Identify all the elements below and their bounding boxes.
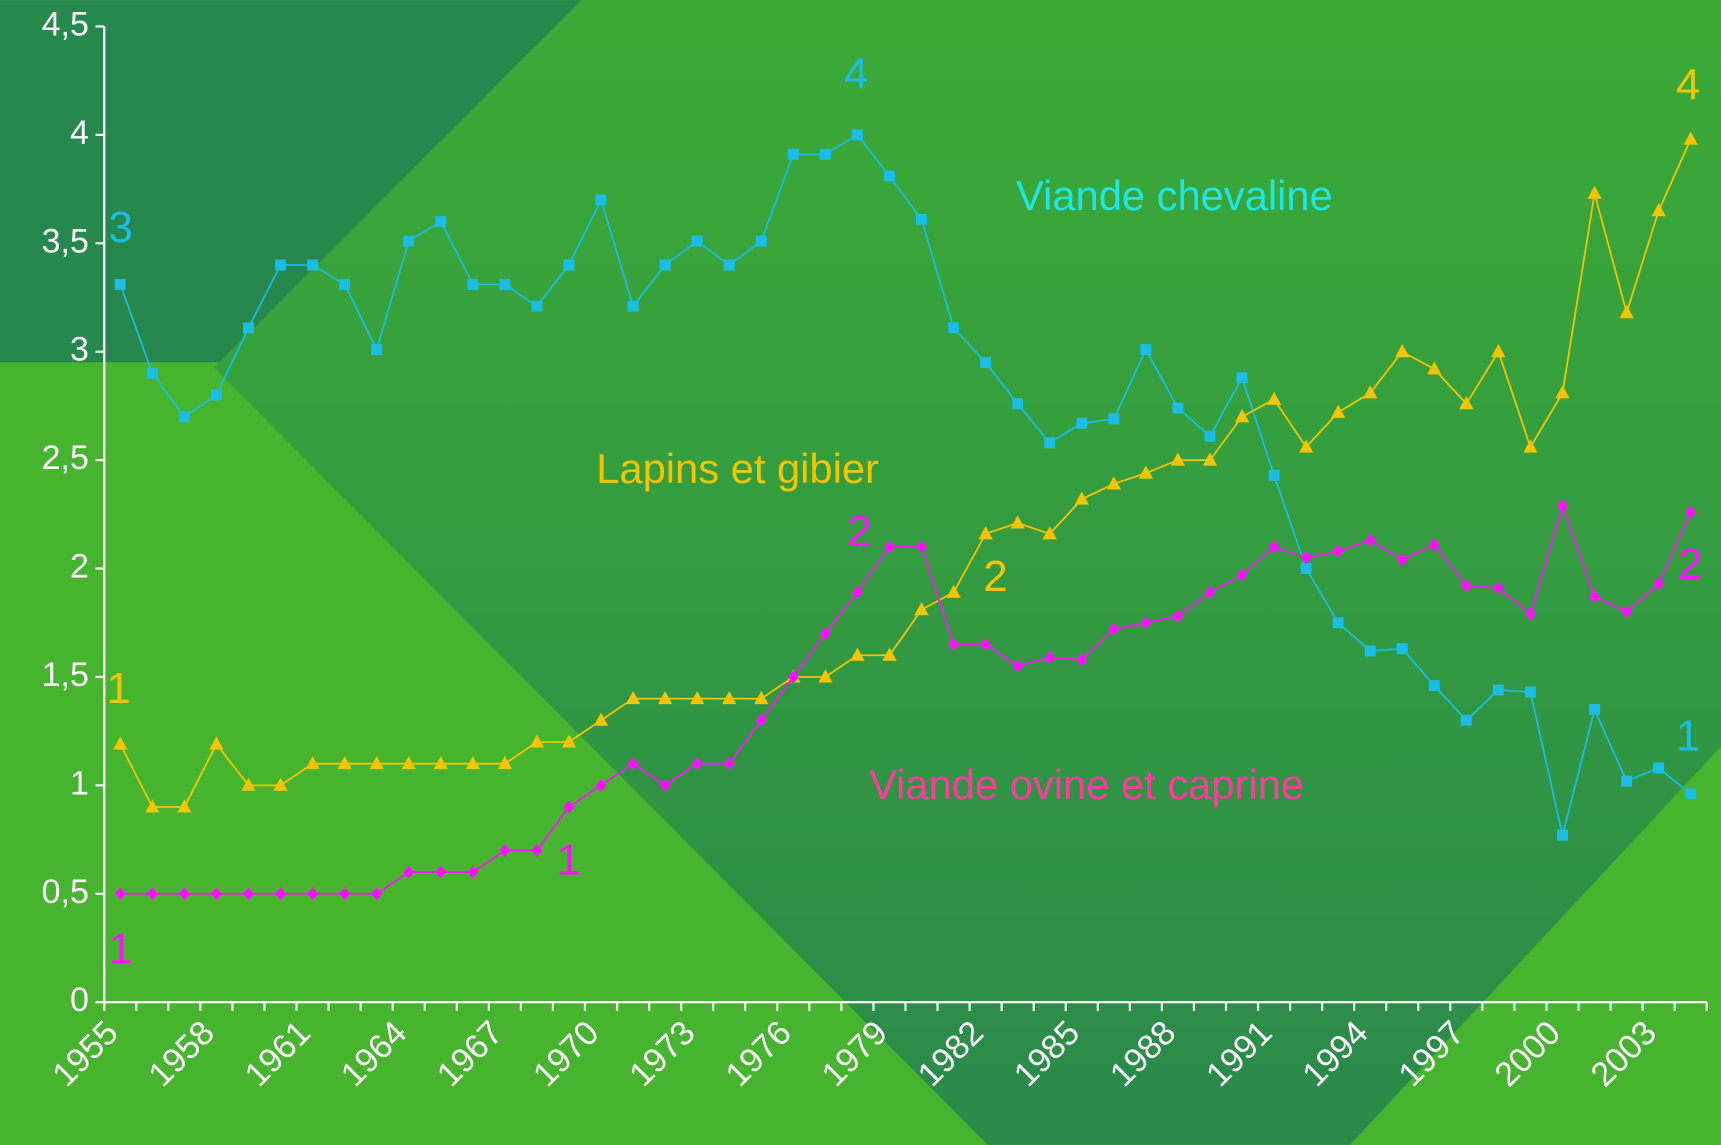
annotation: 1	[109, 924, 133, 973]
annotation: 1	[556, 835, 580, 884]
data-point	[179, 411, 190, 422]
data-point	[1461, 715, 1472, 726]
data-point	[1012, 398, 1023, 409]
data-point	[403, 236, 414, 247]
data-point	[147, 368, 158, 379]
data-point	[1237, 372, 1248, 383]
data-point	[788, 149, 799, 160]
annotation: 1	[106, 664, 130, 713]
y-tick-label: 1,5	[42, 656, 89, 694]
y-tick-label: 1	[70, 764, 89, 802]
data-point	[948, 322, 959, 333]
data-point	[275, 259, 286, 270]
data-point	[596, 194, 607, 205]
data-point	[660, 259, 671, 270]
annotation: 2	[847, 507, 871, 556]
data-point	[1653, 763, 1664, 774]
y-tick-label: 4,5	[42, 5, 89, 43]
data-point	[724, 259, 735, 270]
data-point	[1685, 789, 1696, 800]
data-point	[1333, 617, 1344, 628]
y-tick-label: 0	[70, 981, 89, 1019]
annotation: 2	[1678, 540, 1702, 589]
data-point	[1172, 403, 1183, 414]
y-tick-label: 0,5	[42, 873, 89, 911]
data-point	[371, 344, 382, 355]
data-point	[1493, 684, 1504, 695]
data-point	[1621, 776, 1632, 787]
data-point	[1269, 470, 1280, 481]
data-point	[820, 149, 831, 160]
data-point	[628, 301, 639, 312]
data-point	[756, 236, 767, 247]
page: {"chart_data":{"type":"line", "categorie…	[0, 0, 1721, 1145]
data-point	[916, 214, 927, 225]
data-point	[1589, 704, 1600, 715]
data-point	[1076, 418, 1087, 429]
data-point	[692, 236, 703, 247]
data-point	[499, 279, 510, 290]
data-point	[115, 279, 126, 290]
series-label: Viande ovine et caprine	[869, 761, 1304, 808]
chart: 00,511,522,533,544,519551958196119641967…	[0, 0, 1721, 1145]
data-point	[852, 129, 863, 140]
data-point	[307, 259, 318, 270]
data-point	[1301, 563, 1312, 574]
data-point	[1044, 437, 1055, 448]
data-point	[339, 279, 350, 290]
data-point	[467, 279, 478, 290]
data-point	[1140, 344, 1151, 355]
y-tick-label: 3,5	[42, 222, 89, 260]
data-point	[1365, 645, 1376, 656]
data-point	[531, 301, 542, 312]
data-point	[980, 357, 991, 368]
annotation: 4	[1676, 61, 1700, 110]
data-point	[243, 322, 254, 333]
data-point	[563, 259, 574, 270]
y-tick-label: 3	[70, 331, 89, 369]
annotation: 3	[109, 203, 133, 252]
data-point	[1204, 431, 1215, 442]
y-tick-label: 2	[70, 548, 89, 586]
annotation: 2	[983, 552, 1007, 601]
data-point	[435, 216, 446, 227]
data-point	[1397, 643, 1408, 654]
annotation: 1	[1676, 711, 1700, 760]
data-point	[211, 390, 222, 401]
data-point	[1108, 413, 1119, 424]
series-label: Viande chevaline	[1016, 172, 1333, 219]
data-point	[1429, 680, 1440, 691]
data-point	[1525, 687, 1536, 698]
y-tick-label: 4	[70, 114, 89, 152]
data-point	[1557, 830, 1568, 841]
series-label: Lapins et gibier	[596, 445, 879, 492]
data-point	[884, 171, 895, 182]
y-tick-label: 2,5	[42, 439, 89, 477]
annotation: 4	[844, 50, 868, 99]
